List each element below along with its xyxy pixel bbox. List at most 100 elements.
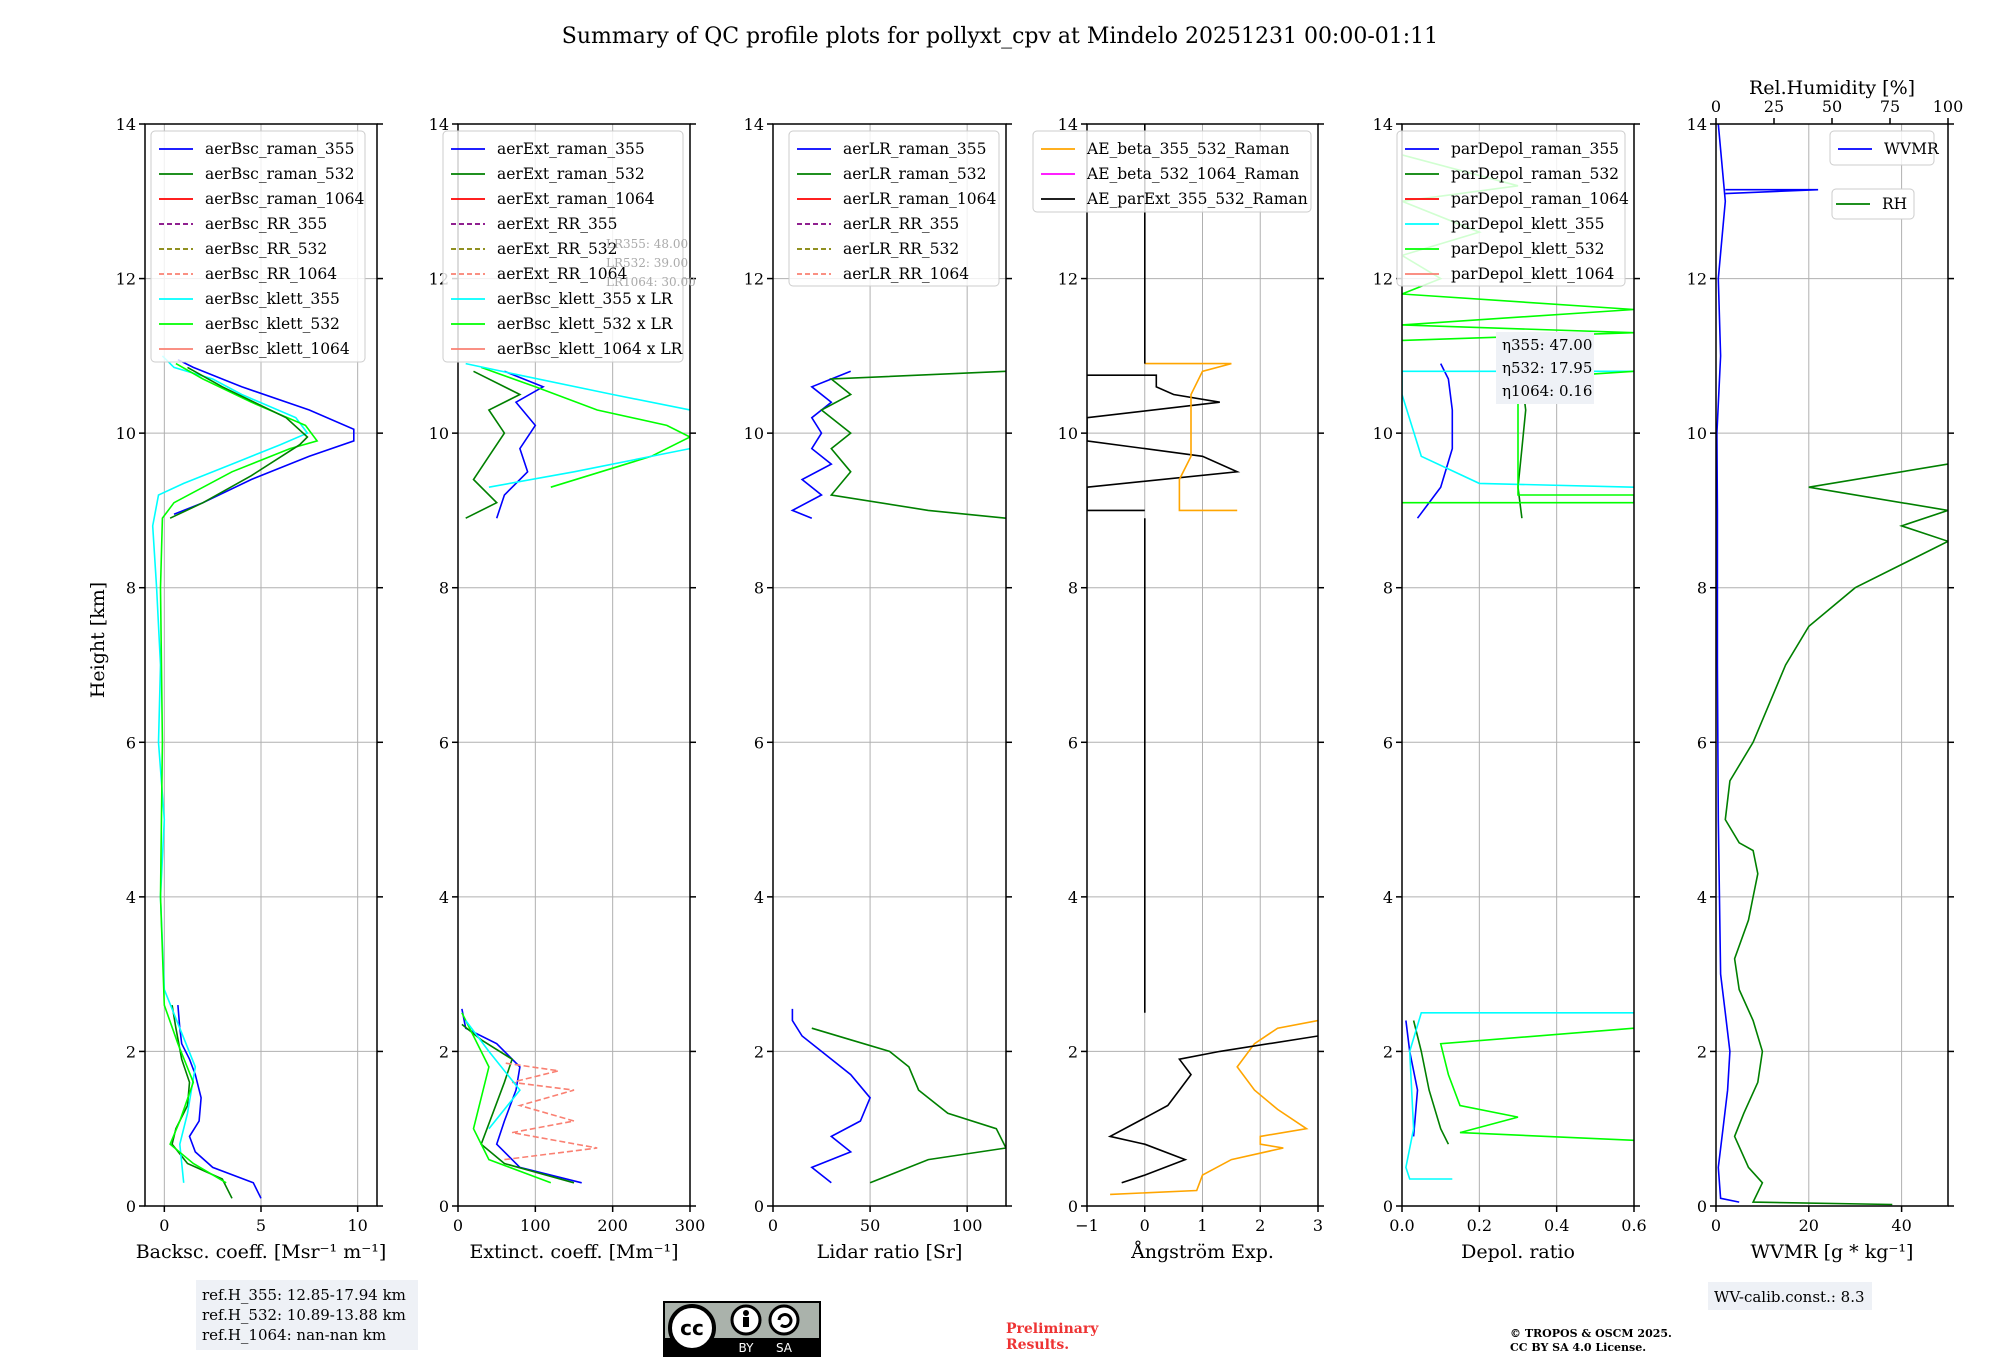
y-tick-label: 0 bbox=[1068, 1197, 1078, 1216]
series-line-AE_beta_355_532_Raman bbox=[1110, 1019, 1318, 1196]
panel-frame bbox=[1715, 123, 1949, 1207]
y-axis-label: Height [km] bbox=[87, 582, 109, 698]
y-tick-label: 4 bbox=[126, 888, 136, 907]
series-line-AE_parExt_355_532_Raman bbox=[1107, 1035, 1318, 1184]
legend-box bbox=[1829, 130, 1935, 166]
y-tick-label: 12 bbox=[1687, 270, 1707, 289]
wv-calib-const: WV-calib.const.: 8.3 bbox=[1714, 1288, 1865, 1306]
x-tick-label: 100 bbox=[520, 1216, 551, 1235]
x-tick-label: 0.6 bbox=[1621, 1216, 1646, 1235]
legend-label: aerExt_RR_355 bbox=[497, 215, 618, 233]
x-tick-label: 0 bbox=[768, 1216, 778, 1235]
y-tick-label: 4 bbox=[1068, 888, 1078, 907]
legend-label: aerBsc_raman_355 bbox=[205, 140, 355, 158]
series-line-AE_parExt_upper bbox=[1087, 374, 1241, 512]
eta-label: η355: 47.00 bbox=[1502, 336, 1592, 354]
legend-label: aerLR_RR_355 bbox=[843, 215, 959, 233]
ref-height-1064: ref.H_1064: nan-nan km bbox=[202, 1326, 386, 1344]
x-tick-label: 0 bbox=[159, 1216, 169, 1235]
cc-badge-sa: SA bbox=[776, 1341, 793, 1355]
series-group bbox=[151, 355, 355, 1199]
legend-label: aerBsc_RR_532 bbox=[205, 240, 327, 258]
y-tick-label: 10 bbox=[116, 424, 136, 443]
cc-badge-cc: cc bbox=[680, 1316, 704, 1340]
y-tick-label: 10 bbox=[1687, 424, 1707, 443]
y-tick-label: 10 bbox=[429, 424, 449, 443]
y-tick-label: 8 bbox=[1697, 579, 1707, 598]
x-tick-label: −1 bbox=[1075, 1216, 1099, 1235]
y-tick-label: 2 bbox=[1383, 1042, 1393, 1061]
x-axis-label-bsc: Backsc. coeff. [Msr⁻¹ m⁻¹] bbox=[136, 1241, 387, 1263]
legend-label: AE_beta_532_1064_Raman bbox=[1086, 165, 1299, 183]
series-line-parDepol_raman_532 bbox=[1412, 1020, 1450, 1145]
cc-icon bbox=[668, 1304, 716, 1352]
x-tick-label: 2 bbox=[1255, 1216, 1265, 1235]
series-line-parDepol_klett_355_upper bbox=[1402, 370, 1634, 488]
y-tick-label: 8 bbox=[1383, 579, 1393, 598]
x-tick-label: 50 bbox=[860, 1216, 880, 1235]
lr-note: LR1064: 30.00 bbox=[606, 275, 696, 289]
legend-label: aerExt_RR_532 bbox=[497, 240, 618, 258]
top-x-axis-label: Rel.Humidity [%] bbox=[1749, 77, 1915, 99]
x-axis-label-ext: Extinct. coeff. [Mm⁻¹] bbox=[469, 1241, 678, 1263]
x-tick-label: 0.2 bbox=[1467, 1216, 1492, 1235]
legend-label: aerLR_raman_532 bbox=[843, 165, 986, 183]
top-x-tick-label: 25 bbox=[1764, 97, 1784, 116]
lr-note: LR355: 48.00 bbox=[606, 237, 688, 251]
series-line-parDepol_klett_532 bbox=[1439, 1027, 1634, 1142]
y-tick-label: 6 bbox=[126, 733, 136, 752]
legend-label: aerBsc_klett_1064 x LR bbox=[497, 340, 684, 358]
y-tick-label: 14 bbox=[116, 115, 136, 134]
series-line-aerLR_raman_532_upper bbox=[820, 370, 1006, 519]
x-axis-label-lr: Lidar ratio [Sr] bbox=[817, 1241, 963, 1263]
legend-ae: AE_beta_355_532_Raman AE_beta_532_1064_Ra… bbox=[1032, 130, 1312, 213]
y-tick-label: 4 bbox=[754, 888, 764, 907]
y-tick-label: 0 bbox=[439, 1197, 449, 1216]
y-tick-label: 10 bbox=[1373, 424, 1393, 443]
series-line-AE_beta_upper bbox=[1144, 362, 1238, 512]
legend-ext: aerExt_raman_355 aerExt_raman_532 aerExt_r… bbox=[442, 130, 684, 363]
series-line-aerExt_raman_532 bbox=[461, 1023, 575, 1184]
wv-calib-box: WV-calib.const.: 8.3 bbox=[1708, 1282, 1872, 1310]
x-tick-label: 200 bbox=[597, 1216, 628, 1235]
wv-calib-background bbox=[1708, 1282, 1872, 1310]
legend-box bbox=[788, 130, 1000, 287]
x-axis-label-ae: Ångström Exp. bbox=[1130, 1241, 1274, 1263]
series-line-aerLR_raman_355_upper bbox=[790, 370, 851, 519]
y-tick-label: 10 bbox=[744, 424, 764, 443]
series-line-aerExt_raman_532_upper bbox=[465, 370, 522, 519]
by-attribution-icon-body bbox=[743, 1317, 749, 1327]
legend-label: AE_beta_355_532_Raman bbox=[1086, 140, 1289, 158]
y-tick-label: 6 bbox=[1697, 733, 1707, 752]
legend-wv: WVMR RH bbox=[1829, 130, 1940, 220]
x-tick-label: 0 bbox=[453, 1216, 463, 1235]
legend-label: aerLR_RR_532 bbox=[843, 240, 959, 258]
x-tick-label: 5 bbox=[256, 1216, 266, 1235]
y-tick-label: 12 bbox=[1373, 270, 1393, 289]
legend-label: parDepol_raman_1064 bbox=[1451, 190, 1629, 208]
x-axis-label-wv: WVMR [g * kg⁻¹] bbox=[1751, 1241, 1914, 1263]
panel-frame bbox=[772, 123, 1007, 1207]
series-group bbox=[790, 370, 1006, 1184]
series-group bbox=[1402, 154, 1634, 1180]
legend-label: aerExt_raman_355 bbox=[497, 140, 645, 158]
y-tick-label: 6 bbox=[1383, 733, 1393, 752]
legend-box bbox=[150, 130, 366, 363]
y-tick-label: 6 bbox=[754, 733, 764, 752]
legend-label: aerBsc_RR_355 bbox=[205, 215, 327, 233]
panel-bsc: 0 2 4 6 8 10 12 14 0 5 10 Backsc. coeff. [Msr⁻¹ m⁻¹… bbox=[116, 115, 387, 1263]
ref-height-355: ref.H_355: 12.85-17.94 km bbox=[202, 1286, 406, 1304]
top-x-tick-label: 50 bbox=[1822, 97, 1842, 116]
y-tick-label: 8 bbox=[126, 579, 136, 598]
sa-share-alike-icon bbox=[768, 1304, 800, 1336]
legend-label: aerBsc_klett_355 x LR bbox=[497, 290, 674, 308]
legend-label: aerBsc_klett_1064 bbox=[205, 340, 350, 358]
y-tick-label: 8 bbox=[439, 579, 449, 598]
x-tick-label: 0 bbox=[1140, 1216, 1150, 1235]
top-x-tick-label: 0 bbox=[1711, 97, 1721, 116]
copyright-line-1: © TROPOS & OSCM 2025. bbox=[1510, 1327, 1672, 1340]
legend-label: aerLR_raman_1064 bbox=[843, 190, 996, 208]
preliminary-label: Preliminary bbox=[1006, 1321, 1099, 1337]
y-tick-label: 0 bbox=[126, 1197, 136, 1216]
